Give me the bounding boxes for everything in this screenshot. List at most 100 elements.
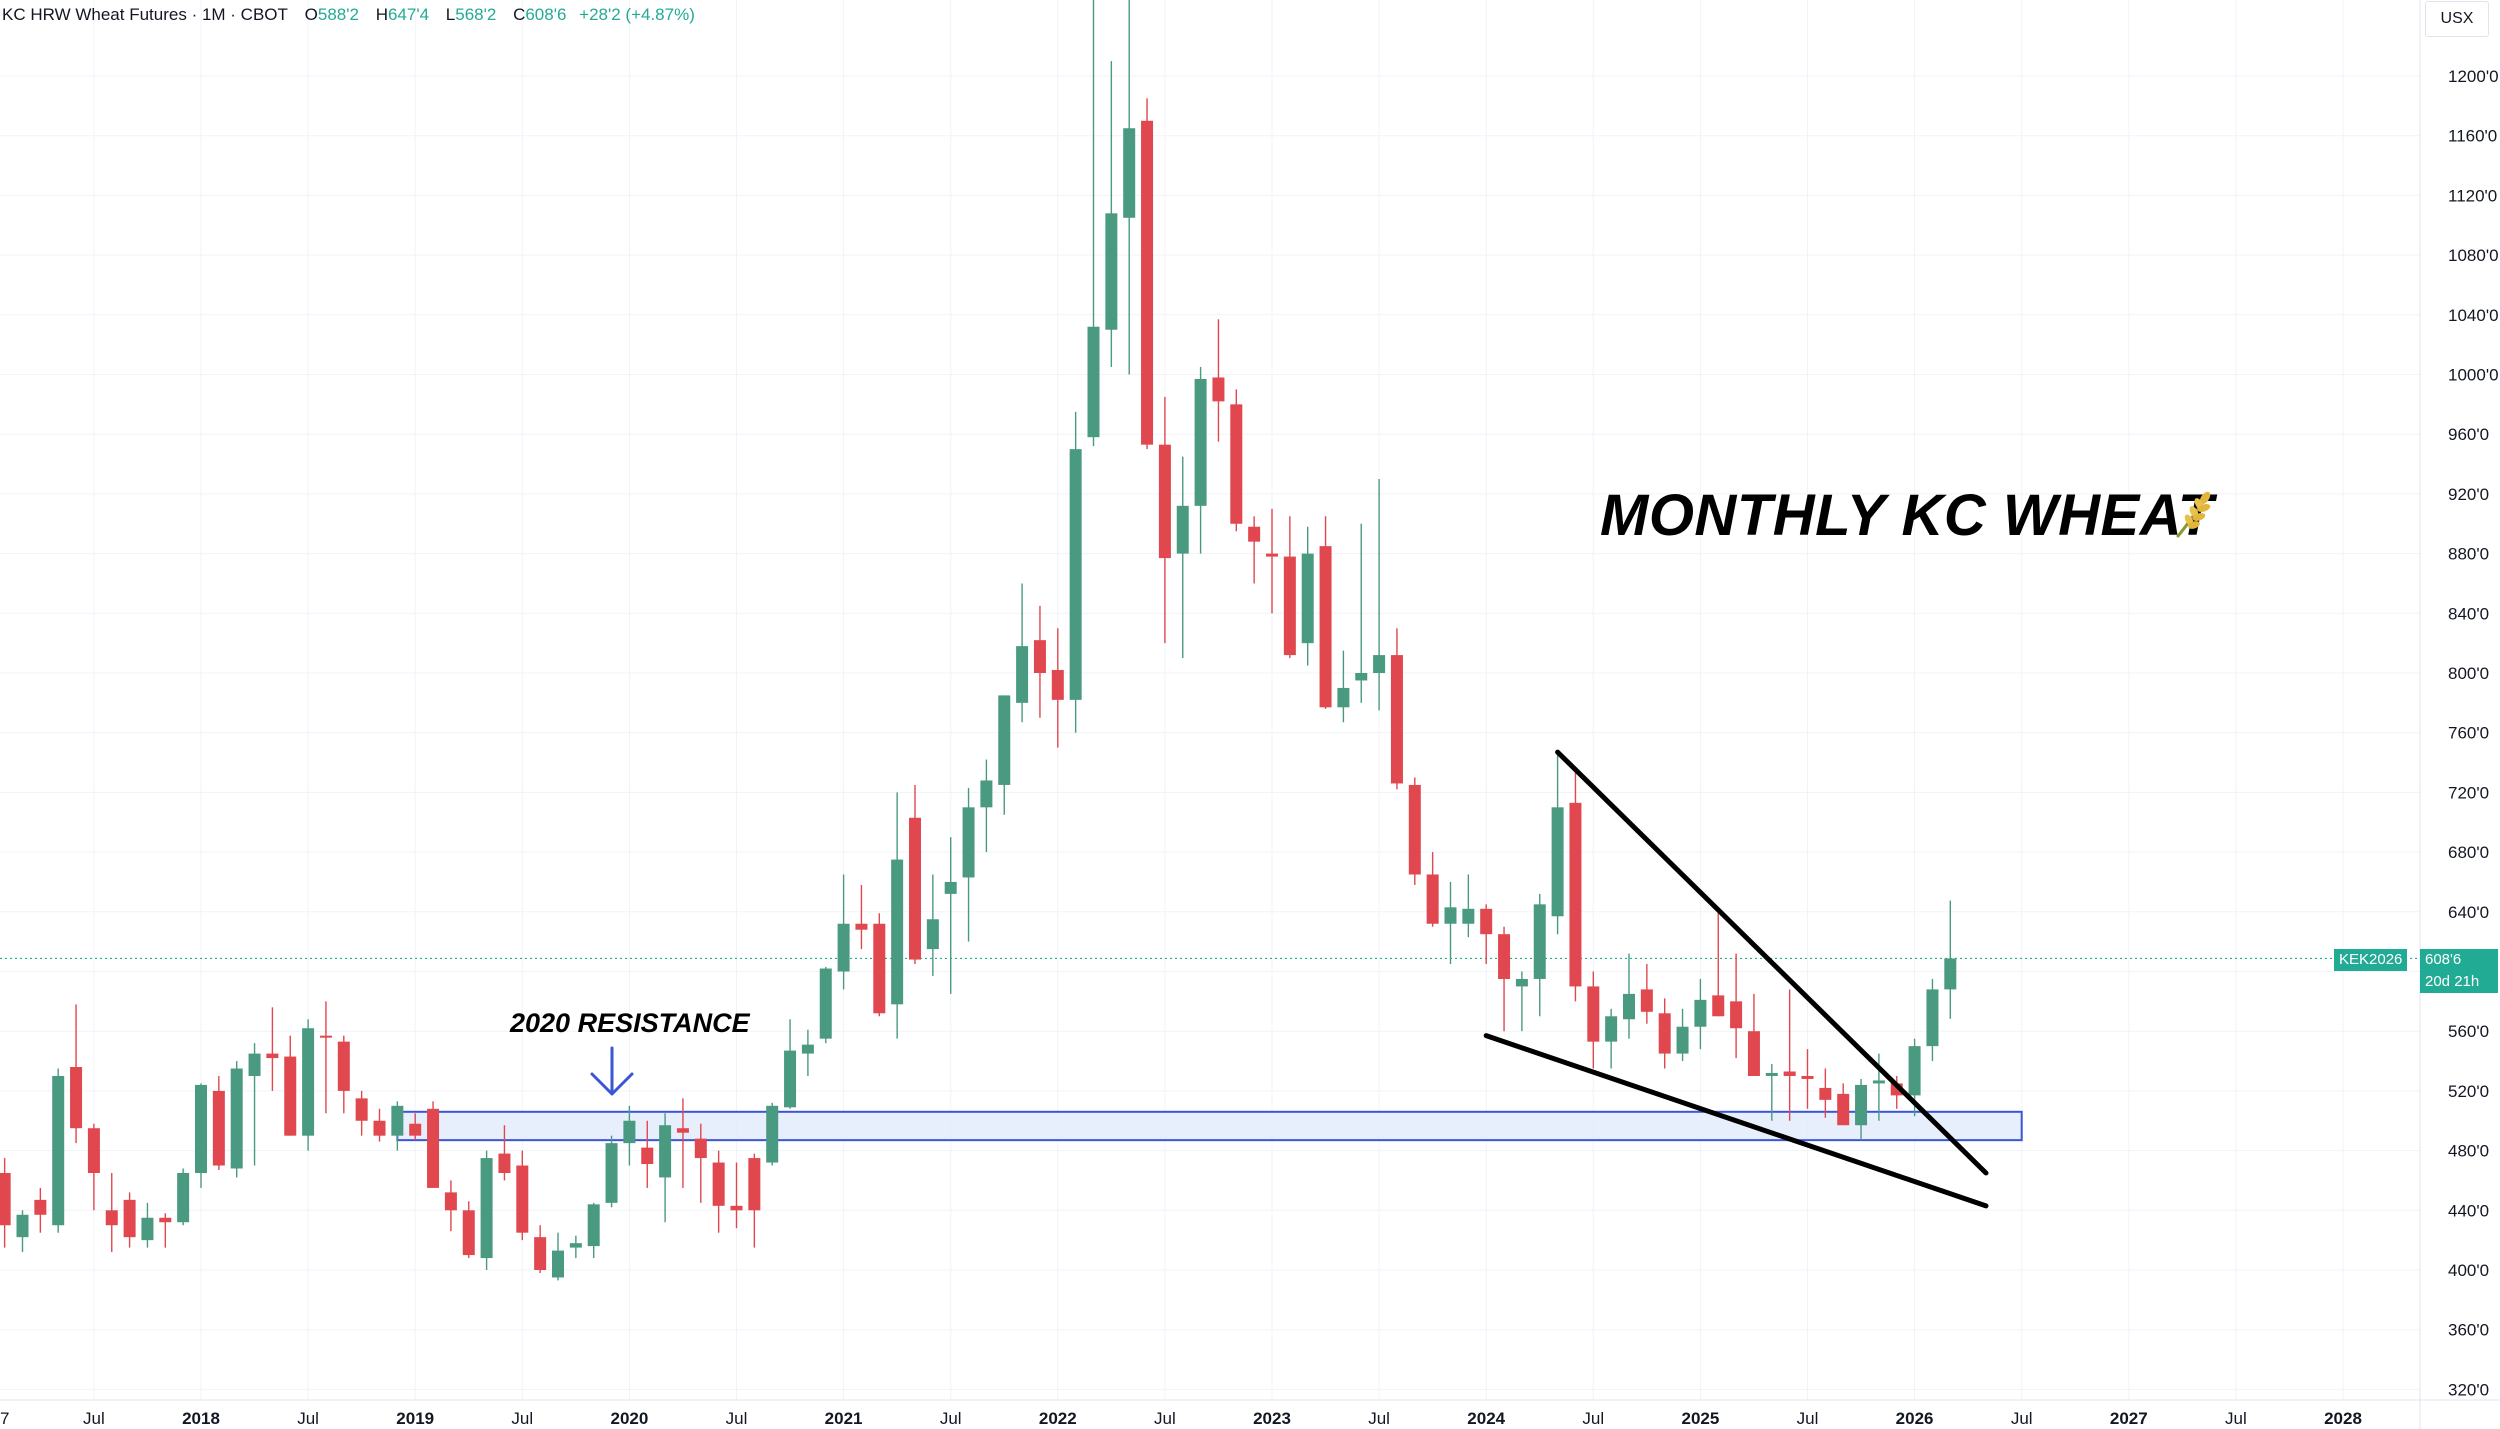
- candle-body: [355, 1098, 368, 1121]
- open-value: 588'2: [317, 5, 359, 24]
- currency-button[interactable]: USX: [2425, 1, 2489, 37]
- candle-body: [1676, 1026, 1689, 1054]
- candle-body: [623, 1120, 636, 1144]
- candle: [534, 1225, 547, 1273]
- candle: [248, 1043, 261, 1166]
- candle-body: [1551, 807, 1564, 917]
- candle: [391, 1101, 404, 1151]
- candle: [87, 1123, 100, 1211]
- candle-body: [605, 1143, 618, 1203]
- candle-body: [1016, 646, 1029, 703]
- candle-body: [926, 919, 939, 950]
- low-value: 568'2: [455, 5, 497, 24]
- candle-body: [409, 1123, 422, 1136]
- candle: [427, 1101, 440, 1188]
- price-tick-label: 440'0: [2448, 1201, 2489, 1220]
- candle: [926, 874, 939, 976]
- candle-body: [1605, 1016, 1618, 1042]
- price-tick-label: 840'0: [2448, 604, 2489, 623]
- symbol-title[interactable]: KC HRW Wheat Futures · 1M · CBOT: [2, 5, 288, 24]
- candle-body: [873, 923, 886, 1014]
- price-tick-label: 480'0: [2448, 1142, 2489, 1161]
- candle: [1426, 852, 1439, 927]
- candle-body: [552, 1250, 564, 1278]
- candle: [1390, 628, 1403, 790]
- candle: [1855, 1078, 1868, 1141]
- candle-body: [1212, 377, 1225, 402]
- candle: [105, 1172, 118, 1253]
- high-value: 647'4: [387, 5, 430, 24]
- candle: [1141, 98, 1154, 450]
- candle-body: [819, 968, 832, 1039]
- candle-body: [1783, 1071, 1796, 1076]
- candle: [569, 1235, 582, 1259]
- candle: [980, 759, 993, 853]
- candle: [1408, 777, 1421, 885]
- candle: [373, 1108, 386, 1142]
- candle-body: [1158, 444, 1171, 559]
- candle-body: [1837, 1093, 1850, 1126]
- price-tick-label: 1000'0: [2448, 366, 2499, 385]
- time-tick-label: 2018: [182, 1409, 220, 1428]
- price-tick-label: 320'0: [2448, 1380, 2489, 1399]
- candle-body: [766, 1105, 779, 1163]
- time-tick-label: Jul: [1154, 1409, 1176, 1428]
- time-tick-label: Jul: [297, 1409, 319, 1428]
- candle-body: [34, 1199, 47, 1215]
- candle: [1623, 953, 1635, 1039]
- symbol-legend[interactable]: KC HRW Wheat Futures · 1M · CBOT O588'2 …: [2, 3, 695, 27]
- candle-body: [1033, 640, 1046, 673]
- candle-body: [1105, 213, 1118, 330]
- candle-body: [998, 695, 1011, 785]
- candle: [462, 1201, 475, 1259]
- candle: [1533, 893, 1546, 1017]
- candle-body: [1658, 1013, 1671, 1054]
- candle-body: [1801, 1075, 1814, 1079]
- candle-body: [801, 1044, 814, 1054]
- resistance-label: 2020 RESISTANCE: [510, 1008, 750, 1038]
- candle-body: [284, 1056, 297, 1136]
- candle: [230, 1061, 243, 1178]
- candle: [123, 1192, 136, 1248]
- low-label: L: [445, 5, 456, 24]
- candle-body: [1390, 655, 1403, 784]
- candle-body: [534, 1237, 547, 1270]
- price-tick-label: 400'0: [2448, 1261, 2489, 1280]
- candle-body: [52, 1075, 65, 1226]
- candle: [409, 1113, 422, 1141]
- candle-body: [1872, 1080, 1885, 1084]
- candle-body: [195, 1084, 207, 1173]
- last-price-value: 608'6: [2425, 951, 2462, 968]
- candle: [962, 787, 975, 942]
- price-tick-label: 640'0: [2448, 903, 2489, 922]
- time-tick-label: Jul: [1368, 1409, 1390, 1428]
- candle-body: [1337, 687, 1350, 708]
- candle: [1890, 1075, 1903, 1109]
- candle: [676, 1098, 689, 1188]
- candle-body: [444, 1192, 457, 1211]
- candle-body: [1248, 526, 1261, 542]
- candle: [0, 1158, 11, 1248]
- candle: [1551, 750, 1564, 935]
- price-tick-label: 720'0: [2448, 783, 2489, 802]
- time-tick-label: Jul: [2225, 1409, 2247, 1428]
- candle: [1658, 998, 1671, 1069]
- candle: [659, 1113, 672, 1223]
- candle: [1837, 1083, 1850, 1126]
- down-arrow-icon: [590, 1046, 634, 1096]
- candle-body: [230, 1068, 243, 1169]
- candle-body: [302, 1028, 315, 1136]
- candle-body: [319, 1035, 332, 1038]
- price-tick-label: 680'0: [2448, 843, 2489, 862]
- candle-body: [962, 807, 975, 878]
- candle: [1373, 478, 1386, 711]
- candle: [819, 967, 832, 1044]
- candle-body: [784, 1050, 797, 1108]
- candle: [1337, 650, 1350, 723]
- candle: [873, 913, 886, 1017]
- candle: [623, 1105, 636, 1166]
- close-label: C: [513, 5, 526, 24]
- candle-body: [1230, 404, 1243, 524]
